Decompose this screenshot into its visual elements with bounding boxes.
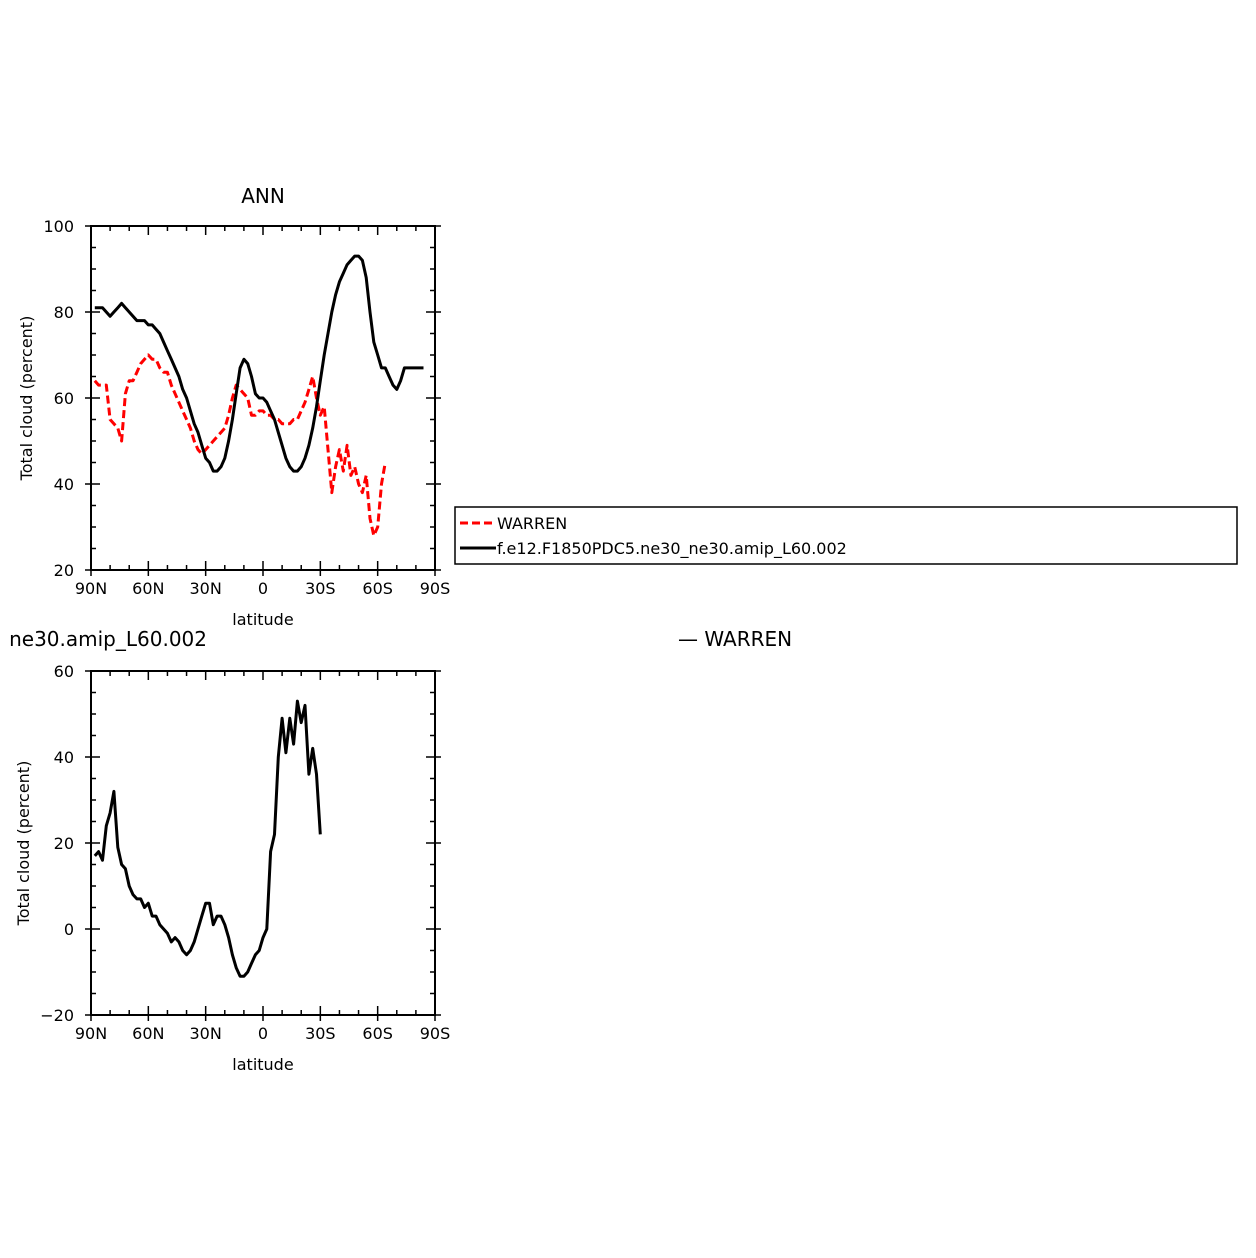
panel-bottom-title: ne30.amip_L60.002 [9,627,207,651]
panel-top-ylabel: Total cloud (percent) [17,316,36,482]
x-tick-label: 0 [258,579,268,598]
series-line-0-1 [94,254,424,473]
panel-top: ANN latitude Total cloud (percent) 90N 60… [17,184,450,629]
x-tick-label: 0 [258,1024,268,1043]
x-tick-label: 60S [362,579,393,598]
x-tick-label: 60N [132,1024,164,1043]
series-line-0-0 [93,353,387,538]
x-tick-label: 60N [132,579,164,598]
legend-entry-model: f.e12.F1850PDC5.ne30_ne30.amip_L60.002 [497,539,847,559]
y-tick-label: 20 [54,561,74,580]
legend-entry-warren: WARREN [497,514,567,533]
y-tick-label: 80 [54,303,74,322]
panel-top-xlabel: latitude [232,610,293,629]
panel-bottom: ne30.amip_L60.002 — WARREN latitude Tota… [9,627,792,1074]
y-tick-label: 40 [54,748,74,767]
x-tick-label: 60S [362,1024,393,1043]
panel-bottom-ylabel: Total cloud (percent) [14,761,33,927]
plot-frame [90,670,436,1016]
y-tick-label: 100 [43,217,74,236]
x-tick-label: 30N [190,1024,222,1043]
x-tick-label: 90N [75,1024,107,1043]
y-tick-label: 0 [64,920,74,939]
x-tick-label: 90S [420,1024,451,1043]
panel-bottom-xlabel: latitude [232,1055,293,1074]
panel-bottom-right-title: — WARREN [678,627,792,651]
legend: WARREN f.e12.F1850PDC5.ne30_ne30.amip_L6… [454,506,1238,565]
y-tick-label: 40 [54,475,74,494]
legend-box [454,506,1238,565]
series-line-1-0 [93,699,322,978]
x-tick-label: 90N [75,579,107,598]
y-tick-label: −20 [40,1006,74,1025]
y-tick-label: 20 [54,834,74,853]
y-tick-label: 60 [54,662,74,681]
x-tick-label: 30N [190,579,222,598]
x-tick-label: 90S [420,579,451,598]
y-tick-label: 60 [54,389,74,408]
x-tick-label: 30S [305,579,336,598]
x-tick-label: 30S [305,1024,336,1043]
panel-top-title: ANN [241,184,285,208]
